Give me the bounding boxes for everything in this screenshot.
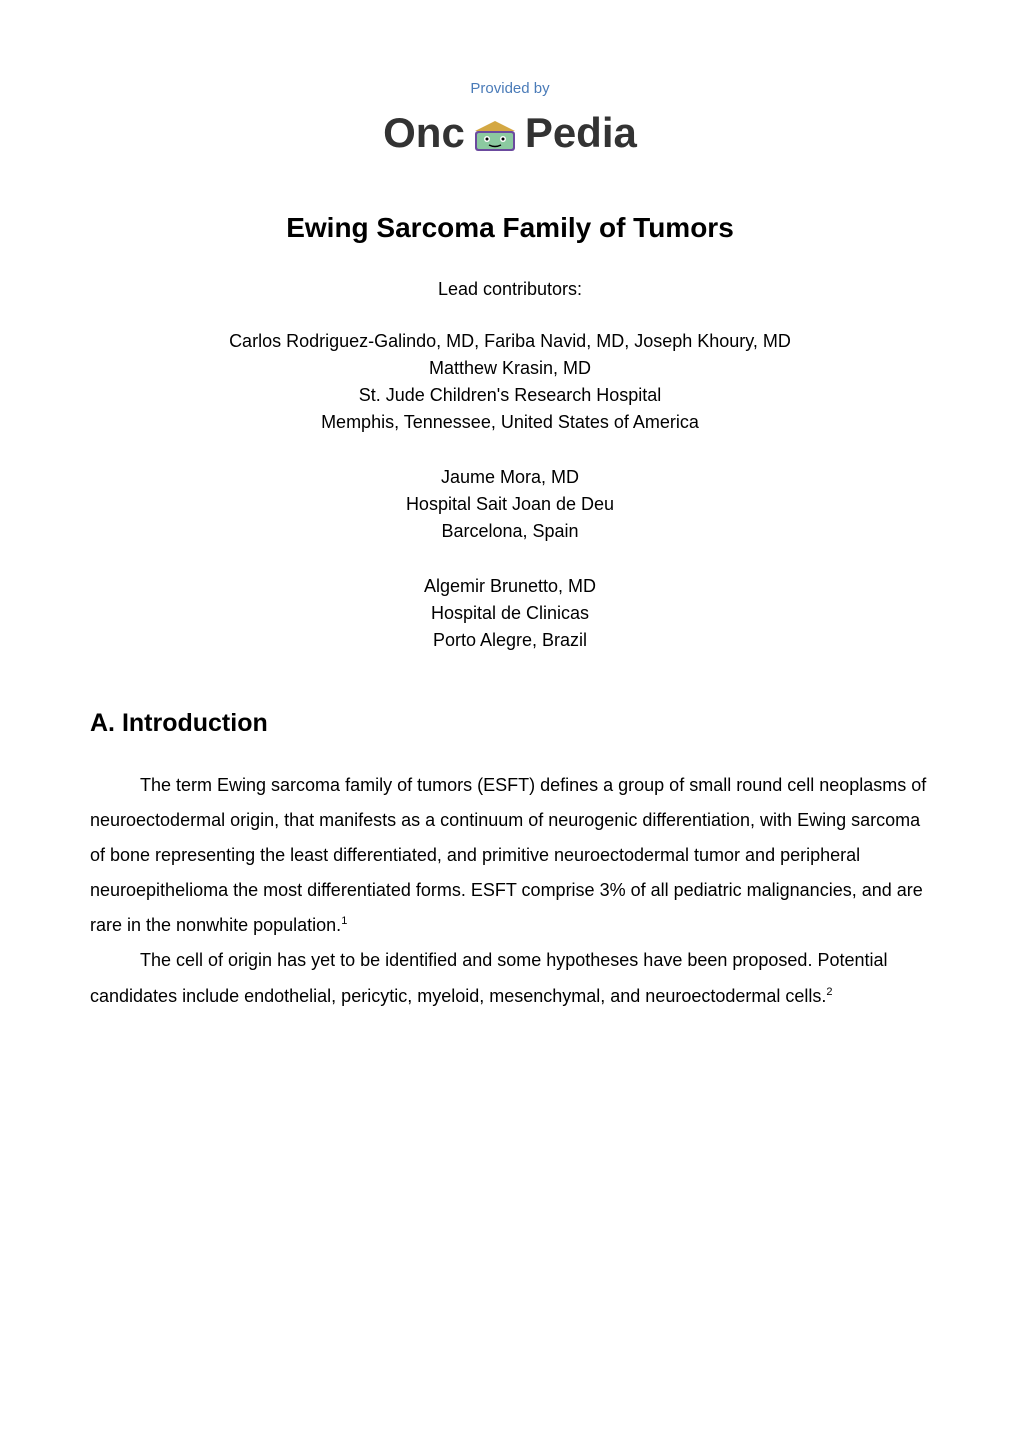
logo-section: Provided by Onc Pedia <box>90 80 930 157</box>
lead-contributors-label: Lead contributors: <box>90 279 930 300</box>
contributor-line: Matthew Krasin, MD <box>90 355 930 382</box>
contributor-line: Carlos Rodriguez-Galindo, MD, Fariba Nav… <box>90 328 930 355</box>
reference-superscript: 1 <box>341 915 347 927</box>
body-paragraph-2: The cell of origin has yet to be identif… <box>90 943 930 1013</box>
contributor-line: St. Jude Children's Research Hospital <box>90 382 930 409</box>
body-paragraph-1: The term Ewing sarcoma family of tumors … <box>90 768 930 943</box>
contributor-line: Algemir Brunetto, MD <box>90 573 930 600</box>
contributor-line: Porto Alegre, Brazil <box>90 627 930 654</box>
contributor-line: Hospital de Clinicas <box>90 600 930 627</box>
logo-text-left: Onc <box>383 109 465 157</box>
reference-superscript: 2 <box>826 986 832 998</box>
logo-text-right: Pedia <box>525 109 637 157</box>
paragraph-text: The term Ewing sarcoma family of tumors … <box>90 775 926 935</box>
contributor-line: Memphis, Tennessee, United States of Ame… <box>90 409 930 436</box>
logo-icon <box>471 113 519 153</box>
contributor-line: Barcelona, Spain <box>90 518 930 545</box>
contributor-block-3: Algemir Brunetto, MD Hospital de Clinica… <box>90 573 930 654</box>
logo: Onc Pedia <box>383 109 637 157</box>
section-heading: A. Introduction <box>90 709 930 738</box>
contributor-block-1: Carlos Rodriguez-Galindo, MD, Fariba Nav… <box>90 328 930 436</box>
contributor-line: Jaume Mora, MD <box>90 464 930 491</box>
page-title: Ewing Sarcoma Family of Tumors <box>90 212 930 244</box>
contributor-block-2: Jaume Mora, MD Hospital Sait Joan de Deu… <box>90 464 930 545</box>
paragraph-text: The cell of origin has yet to be identif… <box>90 950 888 1005</box>
provided-by-label: Provided by <box>90 80 930 97</box>
contributor-line: Hospital Sait Joan de Deu <box>90 491 930 518</box>
